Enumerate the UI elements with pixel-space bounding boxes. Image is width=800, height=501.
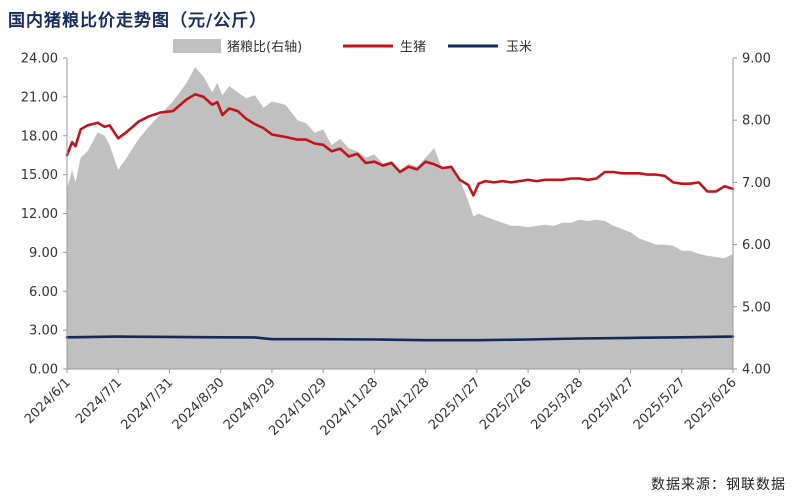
- x-tick-label: 2025/4/27: [580, 375, 638, 433]
- x-tick-label: 2025/6/26: [682, 375, 740, 433]
- y-left-tick-label: 0.00: [29, 363, 58, 378]
- x-tick-label: 2024/8/30: [170, 375, 228, 433]
- x-tick-label: 2025/2/26: [477, 375, 535, 433]
- y-left-tick-label: 3.00: [29, 324, 58, 339]
- y-left-tick-label: 15.00: [21, 168, 58, 183]
- y-left-tick-label: 21.00: [21, 90, 58, 105]
- y-left-tick-label: 18.00: [21, 129, 58, 144]
- legend-label: 生猪: [400, 40, 426, 55]
- y-left-tick-label: 12.00: [21, 207, 58, 222]
- y-left-tick-label: 24.00: [21, 52, 58, 67]
- y-right-tick-label: 7.00: [742, 176, 771, 191]
- y-left-tick-label: 9.00: [29, 246, 58, 261]
- series-area-pig-grain-ratio: [67, 67, 733, 370]
- legend-label: 玉米: [506, 40, 532, 55]
- x-tick-label: 2025/3/28: [528, 375, 586, 433]
- y-right-tick-label: 9.00: [742, 52, 771, 67]
- line-layer: [65, 93, 735, 342]
- y-right-tick-label: 4.00: [742, 363, 771, 378]
- x-tick-label: 2024/7/31: [119, 375, 177, 433]
- chart-source: 数据来源：钢联数据: [651, 477, 786, 493]
- legend-label: 猪粮比(右轴): [227, 40, 302, 55]
- x-tick-label: 2024/6/1: [22, 375, 74, 427]
- area-layer: [67, 67, 733, 370]
- y-right-tick-label: 6.00: [742, 238, 771, 253]
- series-line-corn: [65, 335, 735, 342]
- legend-swatch-pig-grain-ratio: [173, 39, 221, 53]
- series-line-hog: [65, 93, 735, 197]
- legend: 猪粮比(右轴) 生猪 玉米: [173, 39, 532, 55]
- y-right-tick-label: 8.00: [742, 114, 771, 129]
- y-left-tick-label: 6.00: [29, 285, 58, 300]
- chart-title: 国内猪粮比价走势图（元/公斤）: [8, 11, 268, 31]
- x-tick-label: 2025/1/27: [426, 375, 484, 433]
- x-tick-label: 2025/5/27: [631, 375, 689, 433]
- y-right-tick-label: 5.00: [742, 300, 771, 315]
- x-tick-label: 2024/7/1: [73, 375, 125, 427]
